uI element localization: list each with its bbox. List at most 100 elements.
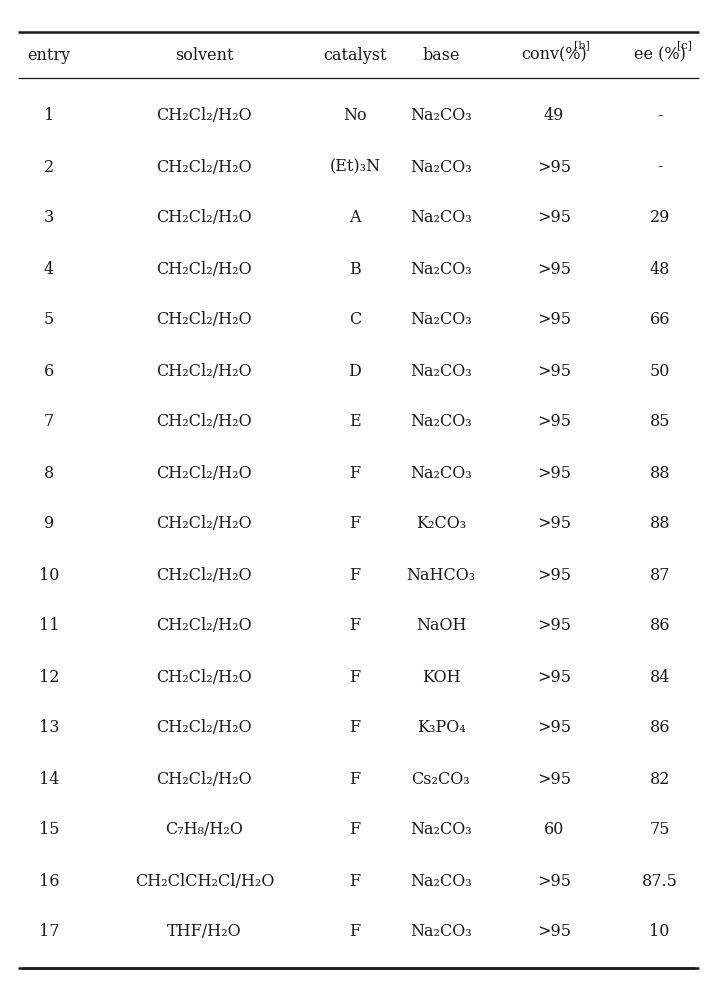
Text: Na₂CO₃: Na₂CO₃ — [410, 210, 472, 227]
Text: solvent: solvent — [175, 46, 234, 64]
Text: 82: 82 — [650, 770, 670, 788]
Text: 29: 29 — [650, 210, 670, 227]
Text: 7: 7 — [44, 414, 54, 430]
Text: F: F — [349, 770, 361, 788]
Text: C: C — [348, 312, 361, 328]
Text: CH₂Cl₂/H₂O: CH₂Cl₂/H₂O — [156, 210, 252, 227]
Text: 3: 3 — [44, 210, 54, 227]
Text: D: D — [348, 362, 361, 379]
Text: CH₂Cl₂/H₂O: CH₂Cl₂/H₂O — [156, 158, 252, 176]
Text: KOH: KOH — [422, 668, 460, 686]
Text: >95: >95 — [537, 872, 571, 890]
Text: K₃PO₄: K₃PO₄ — [417, 720, 465, 736]
Text: CH₂Cl₂/H₂O: CH₂Cl₂/H₂O — [156, 566, 252, 584]
Text: >95: >95 — [537, 617, 571, 635]
Text: CH₂Cl₂/H₂O: CH₂Cl₂/H₂O — [156, 414, 252, 430]
Text: Na₂CO₃: Na₂CO₃ — [410, 158, 472, 176]
Text: >95: >95 — [537, 210, 571, 227]
Text: THF/H₂O: THF/H₂O — [167, 924, 242, 940]
Text: F: F — [349, 516, 361, 532]
Text: E: E — [349, 414, 361, 430]
Text: 12: 12 — [39, 668, 59, 686]
Text: -: - — [657, 158, 663, 176]
Text: 6: 6 — [44, 362, 54, 379]
Text: CH₂Cl₂/H₂O: CH₂Cl₂/H₂O — [156, 107, 252, 124]
Text: 86: 86 — [650, 720, 670, 736]
Text: 16: 16 — [39, 872, 59, 890]
Text: 8: 8 — [44, 464, 54, 482]
Text: F: F — [349, 872, 361, 890]
Text: F: F — [349, 924, 361, 940]
Text: 88: 88 — [650, 464, 670, 482]
Text: 75: 75 — [650, 822, 670, 838]
Text: 5: 5 — [44, 312, 54, 328]
Text: 87: 87 — [650, 566, 670, 584]
Text: 86: 86 — [650, 617, 670, 635]
Text: [b]: [b] — [574, 40, 589, 50]
Text: 50: 50 — [650, 362, 670, 379]
Text: C₇H₈/H₂O: C₇H₈/H₂O — [166, 822, 243, 838]
Text: 10: 10 — [39, 566, 59, 584]
Text: 1: 1 — [44, 107, 54, 124]
Text: F: F — [349, 617, 361, 635]
Text: >95: >95 — [537, 668, 571, 686]
Text: CH₂Cl₂/H₂O: CH₂Cl₂/H₂O — [156, 516, 252, 532]
Text: >95: >95 — [537, 414, 571, 430]
Text: CH₂Cl₂/H₂O: CH₂Cl₂/H₂O — [156, 312, 252, 328]
Text: CH₂Cl₂/H₂O: CH₂Cl₂/H₂O — [156, 770, 252, 788]
Text: CH₂Cl₂/H₂O: CH₂Cl₂/H₂O — [156, 362, 252, 379]
Text: conv(%): conv(%) — [521, 46, 587, 64]
Text: Na₂CO₃: Na₂CO₃ — [410, 924, 472, 940]
Text: F: F — [349, 566, 361, 584]
Text: 48: 48 — [650, 260, 670, 277]
Text: CH₂ClCH₂Cl/H₂O: CH₂ClCH₂Cl/H₂O — [135, 872, 274, 890]
Text: CH₂Cl₂/H₂O: CH₂Cl₂/H₂O — [156, 720, 252, 736]
Text: 66: 66 — [650, 312, 670, 328]
Text: >95: >95 — [537, 924, 571, 940]
Text: CH₂Cl₂/H₂O: CH₂Cl₂/H₂O — [156, 464, 252, 482]
Text: Cs₂CO₃: Cs₂CO₃ — [412, 770, 470, 788]
Text: CH₂Cl₂/H₂O: CH₂Cl₂/H₂O — [156, 617, 252, 635]
Text: >95: >95 — [537, 566, 571, 584]
Text: 9: 9 — [44, 516, 54, 532]
Text: F: F — [349, 464, 361, 482]
Text: F: F — [349, 668, 361, 686]
Text: Na₂CO₃: Na₂CO₃ — [410, 414, 472, 430]
Text: >95: >95 — [537, 362, 571, 379]
Text: >95: >95 — [537, 770, 571, 788]
Text: 14: 14 — [39, 770, 59, 788]
Text: 84: 84 — [650, 668, 670, 686]
Text: NaHCO₃: NaHCO₃ — [407, 566, 475, 584]
Text: CH₂Cl₂/H₂O: CH₂Cl₂/H₂O — [156, 260, 252, 277]
Text: 13: 13 — [39, 720, 59, 736]
Text: CH₂Cl₂/H₂O: CH₂Cl₂/H₂O — [156, 668, 252, 686]
Text: 2: 2 — [44, 158, 54, 176]
Text: ee (%): ee (%) — [634, 46, 685, 64]
Text: >95: >95 — [537, 312, 571, 328]
Text: Na₂CO₃: Na₂CO₃ — [410, 362, 472, 379]
Text: Na₂CO₃: Na₂CO₃ — [410, 822, 472, 838]
Text: >95: >95 — [537, 464, 571, 482]
Text: No: No — [343, 107, 366, 124]
Text: Na₂CO₃: Na₂CO₃ — [410, 107, 472, 124]
Text: 49: 49 — [544, 107, 564, 124]
Text: 11: 11 — [39, 617, 59, 635]
Text: >95: >95 — [537, 158, 571, 176]
Text: K₂CO₃: K₂CO₃ — [416, 516, 466, 532]
Text: B: B — [349, 260, 361, 277]
Text: 4: 4 — [44, 260, 54, 277]
Text: 85: 85 — [650, 414, 670, 430]
Text: Na₂CO₃: Na₂CO₃ — [410, 260, 472, 277]
Text: NaOH: NaOH — [416, 617, 466, 635]
Text: base: base — [422, 46, 460, 64]
Text: 60: 60 — [544, 822, 564, 838]
Text: Na₂CO₃: Na₂CO₃ — [410, 872, 472, 890]
Text: 88: 88 — [650, 516, 670, 532]
Text: 15: 15 — [39, 822, 59, 838]
Text: catalyst: catalyst — [323, 46, 386, 64]
Text: 10: 10 — [650, 924, 670, 940]
Text: >95: >95 — [537, 260, 571, 277]
Text: >95: >95 — [537, 720, 571, 736]
Text: [c]: [c] — [677, 40, 692, 50]
Text: -: - — [657, 107, 663, 124]
